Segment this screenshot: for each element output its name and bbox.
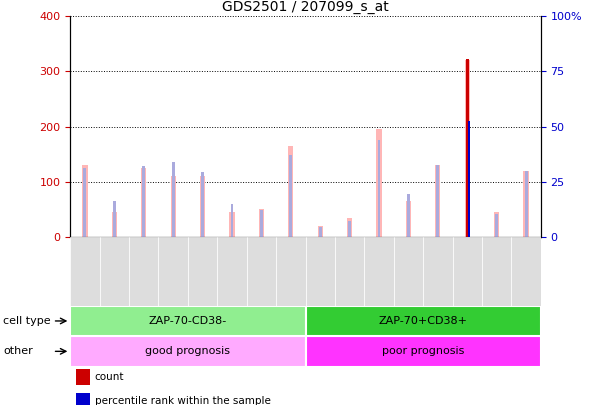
Bar — [70, 306, 306, 336]
Bar — [142, 166, 145, 237]
Text: percentile rank within the sample: percentile rank within the sample — [95, 396, 271, 405]
Bar — [113, 201, 116, 237]
Bar — [112, 212, 117, 237]
Bar — [406, 201, 411, 237]
Bar — [84, 168, 86, 237]
Bar — [170, 176, 176, 237]
Bar — [464, 60, 470, 237]
Bar — [218, 237, 247, 306]
Bar — [306, 336, 541, 367]
Bar — [258, 209, 264, 237]
Text: other: other — [3, 346, 33, 356]
Text: good prognosis: good prognosis — [145, 346, 230, 356]
Bar — [423, 237, 453, 306]
Bar — [347, 217, 353, 237]
Bar — [100, 237, 129, 306]
Bar — [407, 194, 410, 237]
Bar — [376, 129, 382, 237]
Text: poor prognosis: poor prognosis — [382, 346, 464, 356]
Text: count: count — [95, 372, 124, 382]
Title: GDS2501 / 207099_s_at: GDS2501 / 207099_s_at — [222, 0, 389, 14]
Bar — [201, 172, 204, 237]
Bar — [378, 141, 381, 237]
Bar — [525, 171, 527, 237]
Bar — [172, 162, 175, 237]
Bar — [435, 165, 441, 237]
Bar — [141, 168, 147, 237]
Bar — [158, 237, 188, 306]
Bar — [393, 237, 423, 306]
Bar — [348, 222, 351, 237]
Bar — [129, 237, 158, 306]
Bar — [200, 176, 205, 237]
Bar — [230, 204, 233, 237]
Bar — [466, 121, 469, 237]
Bar — [188, 237, 218, 306]
Bar — [319, 227, 321, 237]
Bar — [494, 212, 499, 237]
Bar — [468, 121, 470, 237]
Bar — [82, 165, 87, 237]
Bar — [260, 211, 263, 237]
Bar — [364, 237, 393, 306]
Text: ZAP-70+CD38+: ZAP-70+CD38+ — [379, 316, 467, 326]
Bar — [318, 226, 323, 237]
Bar — [482, 237, 511, 306]
Bar — [495, 214, 498, 237]
Bar — [247, 237, 276, 306]
Bar — [436, 165, 439, 237]
Bar — [335, 237, 364, 306]
Bar — [70, 237, 100, 306]
Bar — [276, 237, 306, 306]
Bar — [229, 212, 235, 237]
Bar — [70, 336, 306, 367]
Bar — [524, 171, 529, 237]
Bar — [466, 59, 469, 237]
Bar — [288, 146, 293, 237]
Bar — [306, 306, 541, 336]
Bar — [453, 237, 482, 306]
Bar — [306, 237, 335, 306]
Bar — [290, 155, 292, 237]
Text: cell type: cell type — [3, 316, 51, 326]
Text: ZAP-70-CD38-: ZAP-70-CD38- — [148, 316, 227, 326]
Bar — [511, 237, 541, 306]
